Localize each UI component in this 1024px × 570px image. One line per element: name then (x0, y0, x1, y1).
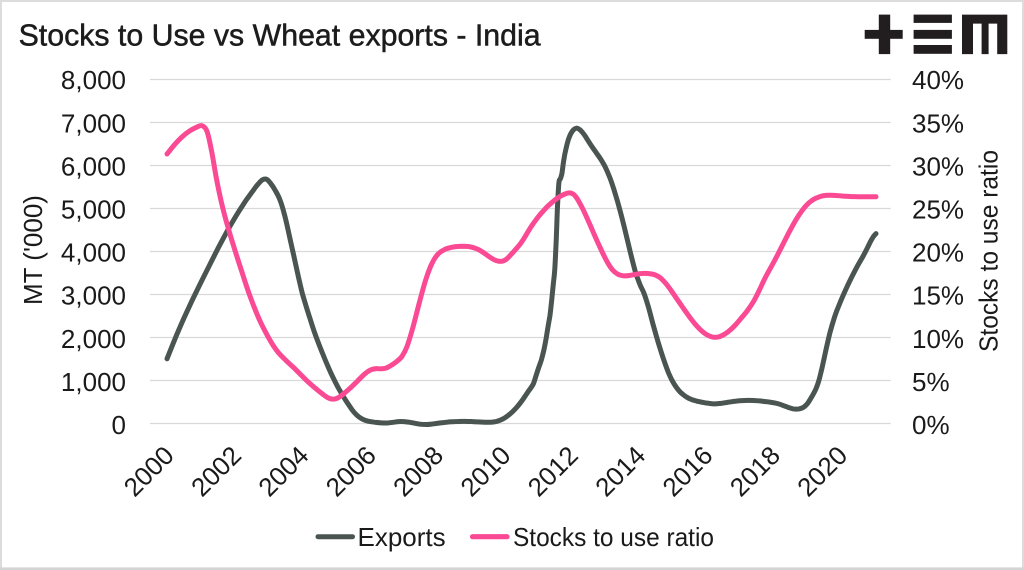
svg-text:15%: 15% (912, 281, 964, 311)
svg-text:20%: 20% (912, 238, 964, 268)
svg-text:Stocks to Use vs Wheat exports: Stocks to Use vs Wheat exports - India (19, 17, 542, 52)
svg-text:MT ('000): MT ('000) (18, 195, 48, 305)
svg-text:6,000: 6,000 (61, 151, 126, 181)
svg-text:10%: 10% (912, 324, 964, 354)
svg-text:2020: 2020 (791, 440, 853, 502)
svg-text:7,000: 7,000 (61, 108, 126, 138)
svg-text:5,000: 5,000 (61, 195, 126, 225)
svg-text:Exports: Exports (358, 522, 446, 552)
svg-text:2010: 2010 (454, 440, 516, 502)
svg-text:2000: 2000 (118, 440, 180, 502)
svg-text:3,000: 3,000 (61, 281, 126, 311)
svg-text:8,000: 8,000 (61, 65, 126, 95)
svg-text:1,000: 1,000 (61, 367, 126, 397)
svg-text:4,000: 4,000 (61, 238, 126, 268)
svg-text:Stocks to use ratio: Stocks to use ratio (974, 150, 1004, 352)
svg-text:35%: 35% (912, 108, 964, 138)
svg-text:2004: 2004 (252, 440, 314, 502)
svg-text:2018: 2018 (724, 440, 786, 502)
svg-text:Stocks to use ratio: Stocks to use ratio (513, 522, 714, 552)
svg-text:0%: 0% (912, 410, 950, 440)
svg-text:2014: 2014 (589, 440, 651, 502)
svg-text:2008: 2008 (387, 440, 449, 502)
svg-text:40%: 40% (912, 65, 964, 95)
svg-text:2012: 2012 (522, 440, 584, 502)
svg-text:2,000: 2,000 (61, 324, 126, 354)
svg-text:2006: 2006 (320, 440, 382, 502)
svg-text:2002: 2002 (185, 440, 247, 502)
svg-text:25%: 25% (912, 195, 964, 225)
svg-text:5%: 5% (912, 367, 950, 397)
svg-text:30%: 30% (912, 151, 964, 181)
svg-text:0: 0 (112, 410, 126, 440)
svg-text:2016: 2016 (656, 440, 718, 502)
